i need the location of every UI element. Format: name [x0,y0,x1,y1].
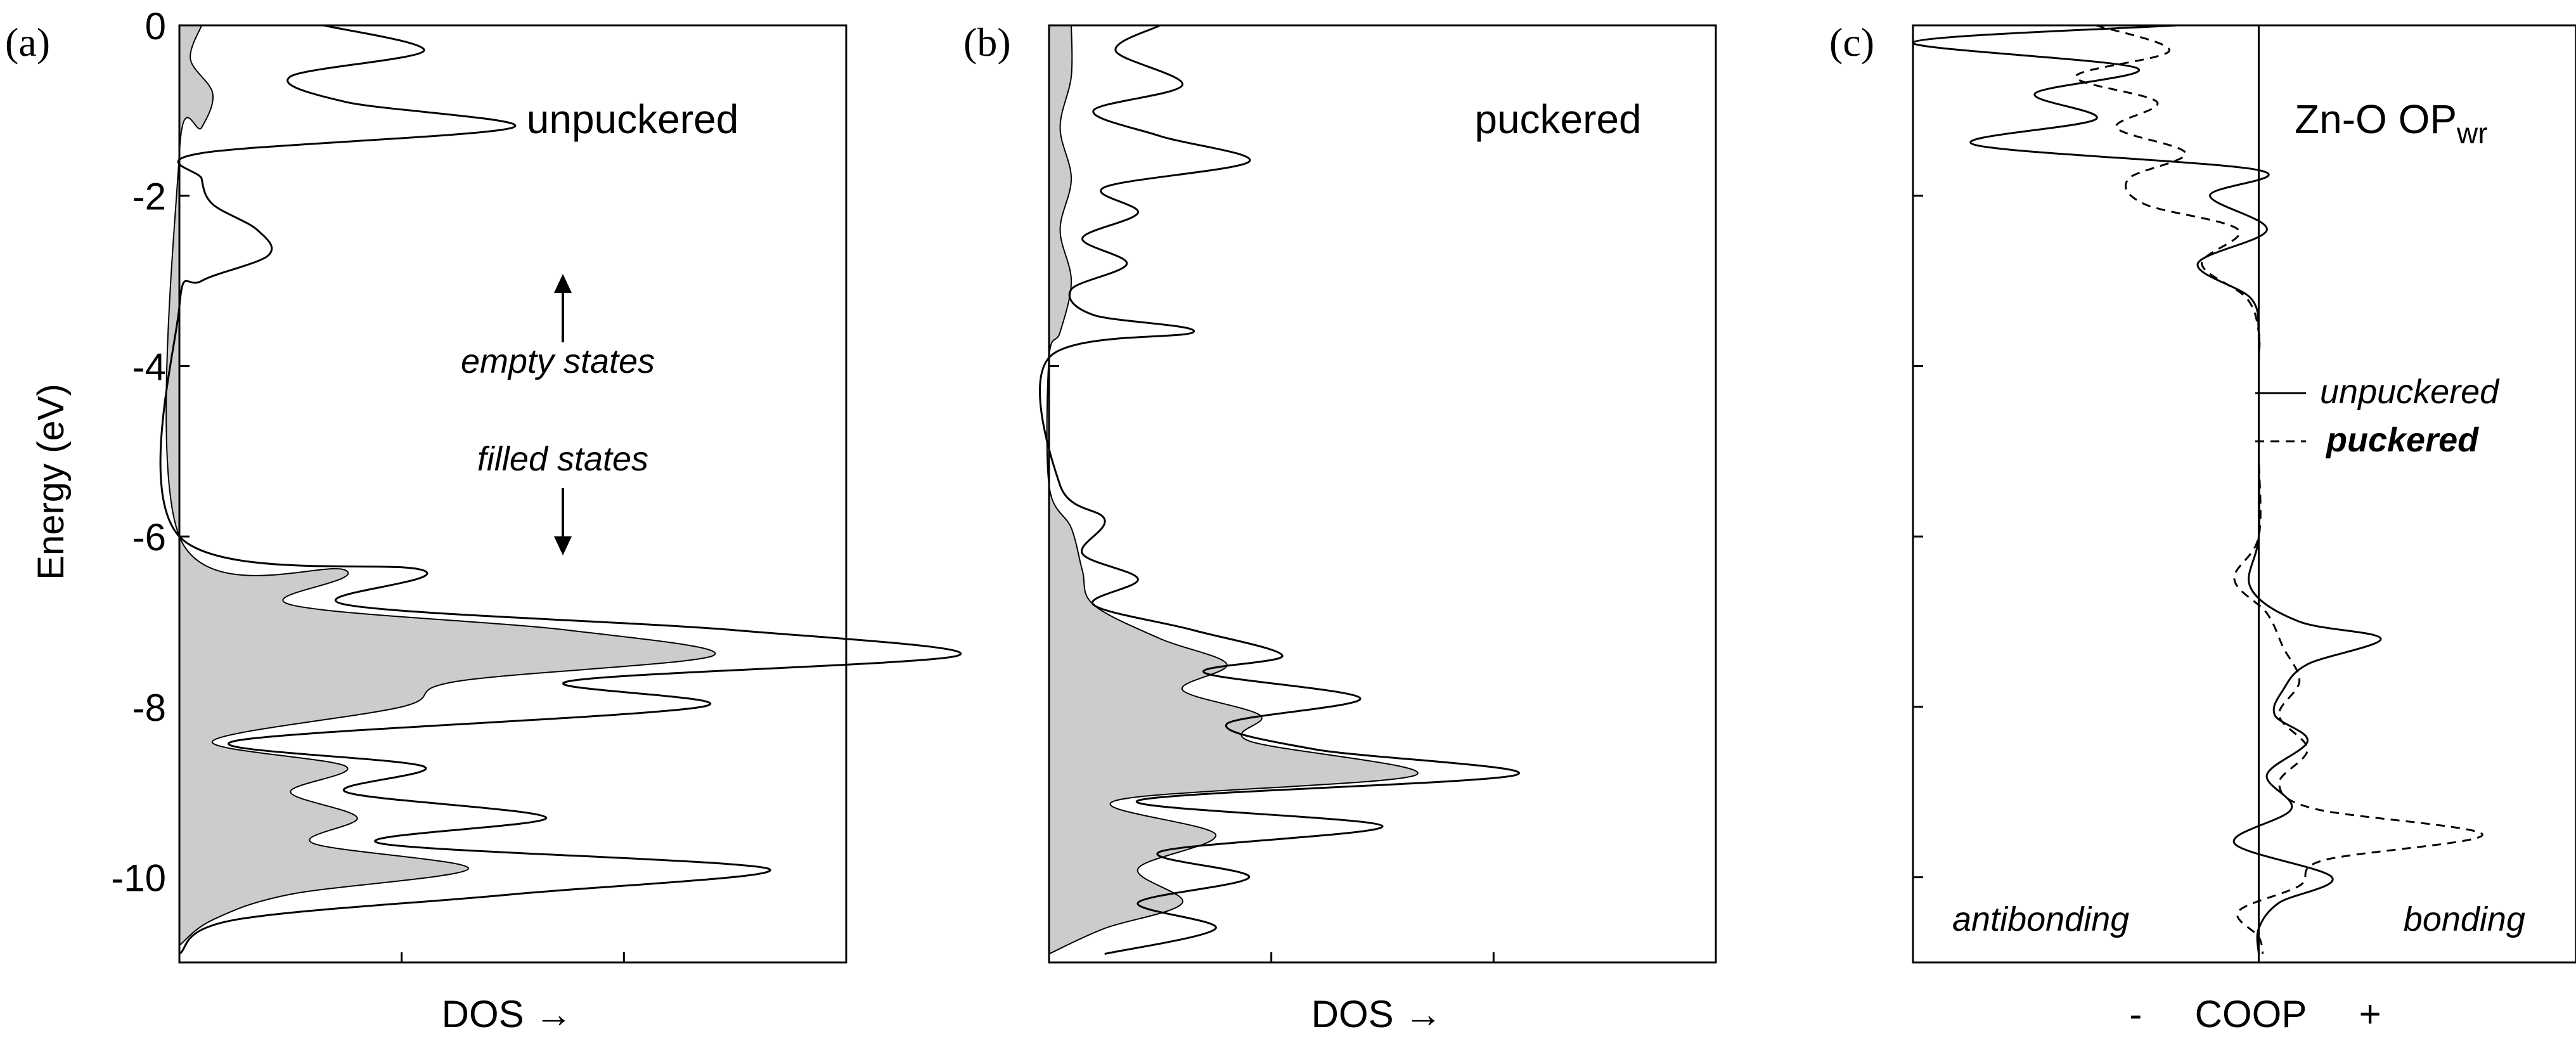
panel-a-series-partial [165,25,716,947]
panel-a-ytick-label: -6 [132,516,166,559]
legend-puckered-label: puckered [2325,421,2479,459]
down-arrowhead-icon [554,536,572,555]
panel-c-plot-area [1912,24,2483,962]
panel-c-title-main: Zn-O OP [2295,96,2457,142]
panel-a-ytick-label: 0 [145,5,166,48]
panel-a-ytick-label: -8 [132,687,166,729]
panel-a-series-total [159,24,962,955]
bonding-label: bonding [2404,900,2525,938]
panel-a-label: (a) [5,20,50,65]
panel-b-label: (b) [963,20,1011,65]
panel-a-xlabel: DOS → [442,993,573,1035]
panel-b-xlabel: DOS → [1311,993,1443,1035]
panel-b-frame [1048,24,1717,964]
panel-a: (a) Energy (eV) 0-2-4-6-8-10 unpuckered … [5,5,962,1035]
filled-states-label: filled states [477,440,648,478]
panel-c-frame [1912,24,2576,964]
panel-b-series-total [1039,24,1520,955]
panel-c-title: Zn-O OPwr [2295,96,2488,150]
panel-a-ytick-label: -2 [132,176,166,218]
legend-unpuckered-label: unpuckered [2320,373,2500,411]
panel-c-series-unpuckered [1912,24,2382,954]
panel-a-ytick-label: -10 [111,857,166,900]
panel-a-frame [178,24,847,964]
panel-b-plot-area [1039,24,1717,962]
empty-states-annotation: empty states [461,274,655,380]
panel-a-ytick-label: -4 [132,346,166,388]
panel-c-label: (c) [1829,20,1874,65]
panel-c-title-subscript: wr [2456,117,2488,150]
antibonding-label: antibonding [1952,900,2129,938]
panel-b-series-partial [1046,25,1419,955]
panel-a-title: unpuckered [527,96,738,142]
up-arrowhead-icon [554,274,572,293]
panel-a-plot-area [159,24,962,962]
panel-b-title: puckered [1474,96,1641,142]
panel-c-legend: unpuckered puckered [2255,373,2500,459]
panel-c: (c) Zn-O OPwr unpuckered puckered antibo… [1829,20,2576,1035]
panel-c-series-puckered [2075,24,2483,954]
filled-states-annotation: filled states [477,440,648,555]
panel-a-ytick-labels: 0 -2 -4 -6 -8 -10 [111,5,166,900]
panel-a-ylabel: Energy (eV) [30,384,72,579]
empty-states-label: empty states [461,342,655,380]
panel-c-xlabel: - COOP + [2129,993,2381,1035]
panel-b: (b) puckered DOS → [963,20,1717,1035]
